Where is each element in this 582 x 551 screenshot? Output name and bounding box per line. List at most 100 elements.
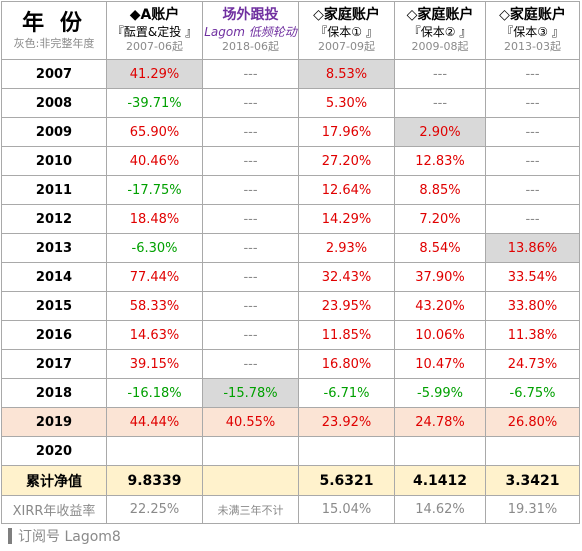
year-cell: 2017 [1, 349, 107, 379]
return-cell: 11.38% [485, 320, 580, 350]
header-family-3: ◇家庭账户 『保本③ 』 2013-03起 [485, 1, 580, 60]
return-cell: 58.33% [106, 291, 203, 321]
year-cell: 2010 [1, 146, 107, 176]
return-cell: -17.75% [106, 175, 203, 205]
xirr-cell: 14.62% [394, 495, 486, 524]
return-cell: --- [485, 117, 580, 147]
column-title: 场外跟投 [222, 7, 279, 23]
column-title: ◇家庭账户 [499, 7, 566, 23]
total-row: 累计净值 9.8339 5.6321 4.1412 3.3421 [1, 465, 580, 496]
footer-accent-bar [8, 528, 12, 544]
header-family-1: ◇家庭账户 『保本① 』 2007-09起 [298, 1, 395, 60]
year-cell: 2016 [1, 320, 107, 350]
return-cell: --- [202, 146, 299, 176]
year-cell: 2014 [1, 262, 107, 292]
year-cell: 2020 [1, 436, 107, 466]
xirr-cell: 19.31% [485, 495, 580, 524]
table-row: 2009 65.90% --- 17.96% 2.90% --- [1, 117, 580, 147]
return-cell: 27.20% [298, 146, 395, 176]
return-cell [298, 436, 395, 466]
return-cell: 12.83% [394, 146, 486, 176]
header-row: 年 份 灰色:非完整年度 ◆A账户 『酝置&定投 』 2007-06起 场外跟投… [1, 1, 580, 60]
return-cell: 8.85% [394, 175, 486, 205]
return-cell: -5.99% [394, 378, 486, 408]
column-start-date: 2007-09起 [318, 40, 375, 53]
return-cell: 23.95% [298, 291, 395, 321]
table-row-highlighted: 2019 44.44% 40.55% 23.92% 24.78% 26.80% [1, 407, 580, 437]
return-cell: 65.90% [106, 117, 203, 147]
return-cell: --- [202, 175, 299, 205]
total-cell: 4.1412 [394, 465, 486, 496]
return-cell: --- [202, 204, 299, 234]
return-cell: 44.44% [106, 407, 203, 437]
total-label: 累计净值 [1, 465, 107, 496]
subscription-footer: 订阅号 Lagom8 [8, 527, 121, 545]
year-cell: 2011 [1, 175, 107, 205]
return-cell: --- [485, 175, 580, 205]
return-cell: 11.85% [298, 320, 395, 350]
return-cell: 2.90% [394, 117, 486, 147]
return-cell: 5.30% [298, 88, 395, 118]
return-cell: 14.29% [298, 204, 395, 234]
year-cell: 2013 [1, 233, 107, 263]
return-cell [106, 436, 203, 466]
return-cell: 37.90% [394, 262, 486, 292]
return-cell: 40.46% [106, 146, 203, 176]
column-start-date: 2013-03起 [504, 40, 561, 53]
year-cell: 2007 [1, 59, 107, 89]
year-cell: 2009 [1, 117, 107, 147]
total-cell: 9.8339 [106, 465, 203, 496]
column-subtitle: 『保本③ 』 [501, 25, 564, 39]
return-cell: -39.71% [106, 88, 203, 118]
table-row: 2016 14.63% --- 11.85% 10.06% 11.38% [1, 320, 580, 350]
xirr-row: XIRR年收益率 22.25% 未满三年不计 15.04% 14.62% 19.… [1, 495, 580, 524]
return-cell [202, 436, 299, 466]
partial-year-note: 灰色:非完整年度 [13, 36, 95, 50]
return-cell: -16.18% [106, 378, 203, 408]
column-subtitle: 『保本① 』 [315, 25, 378, 39]
return-cell: 39.15% [106, 349, 203, 379]
column-title: ◇家庭账户 [313, 7, 380, 23]
return-cell: 41.29% [106, 59, 203, 89]
year-cell: 2018 [1, 378, 107, 408]
return-cell [485, 436, 580, 466]
return-cell: --- [202, 233, 299, 263]
header-a-account: ◆A账户 『酝置&定投 』 2007-06起 [106, 1, 203, 60]
return-cell: --- [485, 59, 580, 89]
header-family-2: ◇家庭账户 『保本② 』 2009-08起 [394, 1, 486, 60]
year-cell: 2015 [1, 291, 107, 321]
table-row: 2013 -6.30% --- 2.93% 8.54% 13.86% [1, 233, 580, 263]
table-row: 2020 [1, 436, 580, 466]
return-cell: --- [202, 88, 299, 118]
return-cell: 23.92% [298, 407, 395, 437]
table-row: 2012 18.48% --- 14.29% 7.20% --- [1, 204, 580, 234]
return-cell: --- [202, 349, 299, 379]
table-row: 2011 -17.75% --- 12.64% 8.85% --- [1, 175, 580, 205]
table-row: 2008 -39.71% --- 5.30% --- --- [1, 88, 580, 118]
xirr-cell: 22.25% [106, 495, 203, 524]
return-cell: -6.30% [106, 233, 203, 263]
return-cell: 8.54% [394, 233, 486, 263]
year-cell: 2008 [1, 88, 107, 118]
return-cell: 33.80% [485, 291, 580, 321]
return-cell: 7.20% [394, 204, 486, 234]
year-cell: 2012 [1, 204, 107, 234]
return-cell: 33.54% [485, 262, 580, 292]
column-start-date: 2018-06起 [222, 40, 279, 53]
footer-text: 订阅号 Lagom8 [18, 529, 121, 545]
table-row: 2015 58.33% --- 23.95% 43.20% 33.80% [1, 291, 580, 321]
year-cell: 2019 [1, 407, 107, 437]
return-cell: --- [202, 117, 299, 147]
return-cell: 43.20% [394, 291, 486, 321]
year-title: 年 份 [22, 10, 86, 36]
return-cell: -15.78% [202, 378, 299, 408]
return-cell: 16.80% [298, 349, 395, 379]
xirr-cell: 未满三年不计 [202, 495, 299, 524]
return-cell: 10.06% [394, 320, 486, 350]
return-cell: --- [485, 88, 580, 118]
return-cell: 12.64% [298, 175, 395, 205]
return-cell: 24.78% [394, 407, 486, 437]
column-title: ◇家庭账户 [406, 7, 474, 23]
total-cell: 5.6321 [298, 465, 395, 496]
return-cell: 8.53% [298, 59, 395, 89]
